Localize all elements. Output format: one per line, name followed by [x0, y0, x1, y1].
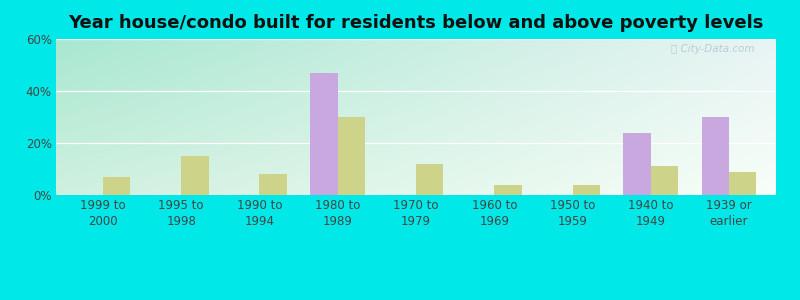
Bar	[182, 156, 209, 195]
Bar	[259, 174, 287, 195]
Text: ⓘ City-Data.com: ⓘ City-Data.com	[670, 44, 754, 54]
Bar	[729, 172, 757, 195]
Title: Year house/condo built for residents below and above poverty levels: Year house/condo built for residents bel…	[68, 14, 764, 32]
Bar	[650, 167, 678, 195]
Bar	[416, 164, 443, 195]
Legend: Owners below poverty level, Owners above poverty level: Owners below poverty level, Owners above…	[206, 298, 626, 300]
Bar	[103, 177, 130, 195]
Bar	[310, 73, 338, 195]
Bar	[494, 184, 522, 195]
Bar	[702, 117, 729, 195]
Bar	[573, 184, 600, 195]
Bar	[623, 133, 650, 195]
Bar	[338, 117, 365, 195]
